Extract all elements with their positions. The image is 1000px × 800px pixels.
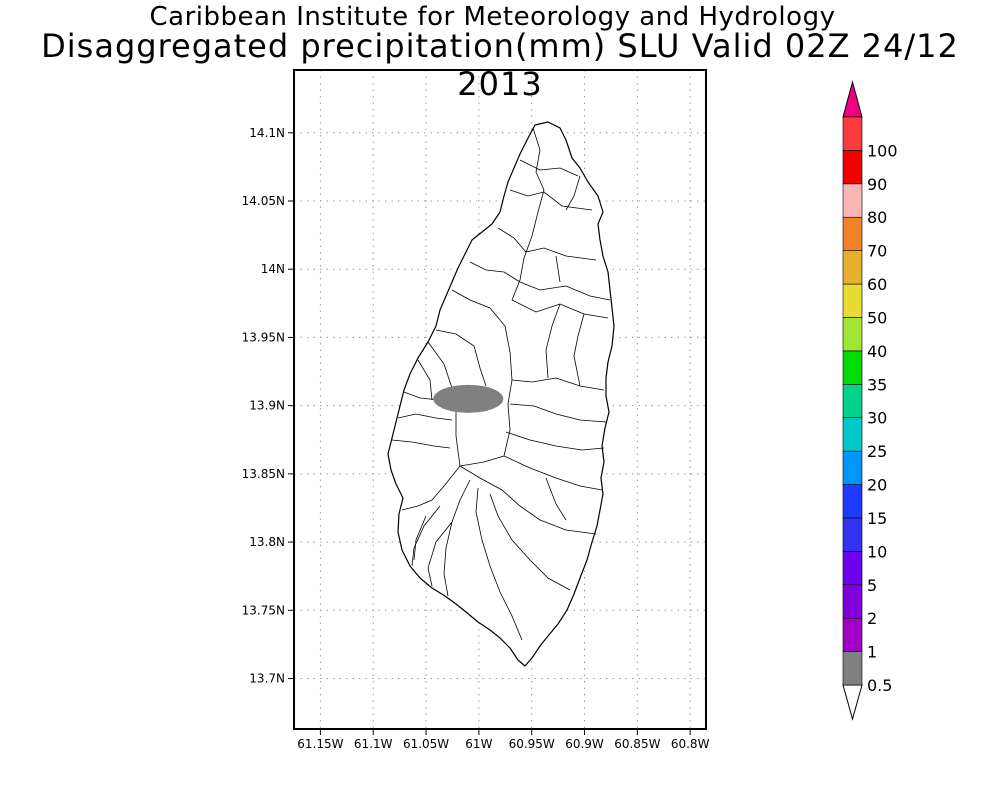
- colorbar-level-label: 20: [867, 476, 887, 495]
- lon-tick-label: 61.15W: [297, 737, 343, 751]
- title-line-1: Caribbean Institute for Meteorology and …: [149, 2, 836, 32]
- colorbar-swatch: [842, 116, 863, 151]
- colorbar-level-label: 80: [867, 208, 887, 227]
- colorbar-level-label: 60: [867, 275, 887, 294]
- colorbar-swatch: [842, 317, 863, 352]
- colorbar-swatch: [842, 584, 863, 619]
- colorbar-level-label: 0.5: [867, 676, 892, 695]
- lat-tick-label: 13.8N: [249, 535, 285, 549]
- lat-tick-label: 13.85N: [242, 467, 285, 481]
- lat-tick-label: 13.75N: [242, 603, 285, 617]
- colorbar-swatch: [842, 450, 863, 485]
- longitude-axis: 61.15W 61.1W 61.05W 61W 60.95W 60.9W 60.85W 60.…: [297, 729, 710, 751]
- colorbar-swatch: [842, 250, 863, 285]
- lat-tick-label: 14.1N: [249, 126, 285, 140]
- map-frame: [293, 69, 707, 730]
- colorbar-level-label: 70: [867, 242, 887, 261]
- lat-tick-label: 13.9N: [249, 399, 285, 413]
- colorbar-swatch: [842, 150, 863, 185]
- colorbar-swatch: [842, 651, 863, 686]
- colorbar-level-label: 30: [867, 409, 887, 428]
- colorbar-level-label: 50: [867, 308, 887, 327]
- colorbar-swatch: [842, 551, 863, 586]
- colorbar-swatch: [842, 383, 863, 419]
- colorbar-swatch: [842, 283, 863, 318]
- lon-tick-label: 60.9W: [565, 737, 604, 751]
- colorbar-level-label: 40: [867, 342, 887, 361]
- colorbar-level-label: 5: [867, 576, 877, 595]
- lat-tick-label: 14N: [261, 262, 285, 276]
- colorbar-level-label: 15: [867, 509, 887, 528]
- colorbar-level-label: 25: [867, 442, 887, 461]
- colorbar-swatch: [842, 350, 863, 385]
- lon-tick-label: 60.95W: [509, 737, 555, 751]
- precip-area-0p5-1mm: [433, 384, 504, 413]
- lat-tick-label: 13.7N: [249, 672, 285, 686]
- latitude-axis: 14.1N 14.05N 14N 13.95N 13.9N 13.85N 13.8N 13.7…: [242, 126, 294, 686]
- lon-tick-label: 61W: [465, 737, 492, 751]
- lon-tick-label: 61.05W: [403, 737, 449, 751]
- colorbar-level-label: 35: [867, 375, 887, 394]
- lon-tick-label: 61.1W: [354, 737, 393, 751]
- colorbar-level-label: 1: [867, 643, 877, 662]
- lat-tick-label: 13.95N: [242, 330, 285, 344]
- colorbar-swatch: [842, 484, 863, 519]
- colorbar-swatch: [842, 183, 863, 218]
- colorbar-swatch: [842, 517, 863, 552]
- colorbar-swatch: [842, 417, 863, 452]
- lon-tick-label: 60.85W: [614, 737, 660, 751]
- colorbar-level-label: 90: [867, 175, 887, 194]
- title-line-2: Disaggregated precipitation(mm) SLU Vali…: [41, 27, 959, 103]
- colorbar-level-label: 2: [867, 609, 877, 628]
- colorbar-under-triangle: [842, 684, 863, 721]
- colorbar-swatch: [842, 617, 863, 652]
- colorbar-level-label: 100: [867, 141, 898, 160]
- lon-tick-label: 60.8W: [671, 737, 710, 751]
- colorbar-swatch: [842, 216, 863, 251]
- lat-tick-label: 14.05N: [242, 194, 285, 208]
- watershed-boundaries: [391, 127, 611, 641]
- colorbar-level-label: 10: [867, 542, 887, 561]
- colorbar-over-triangle: [842, 80, 863, 118]
